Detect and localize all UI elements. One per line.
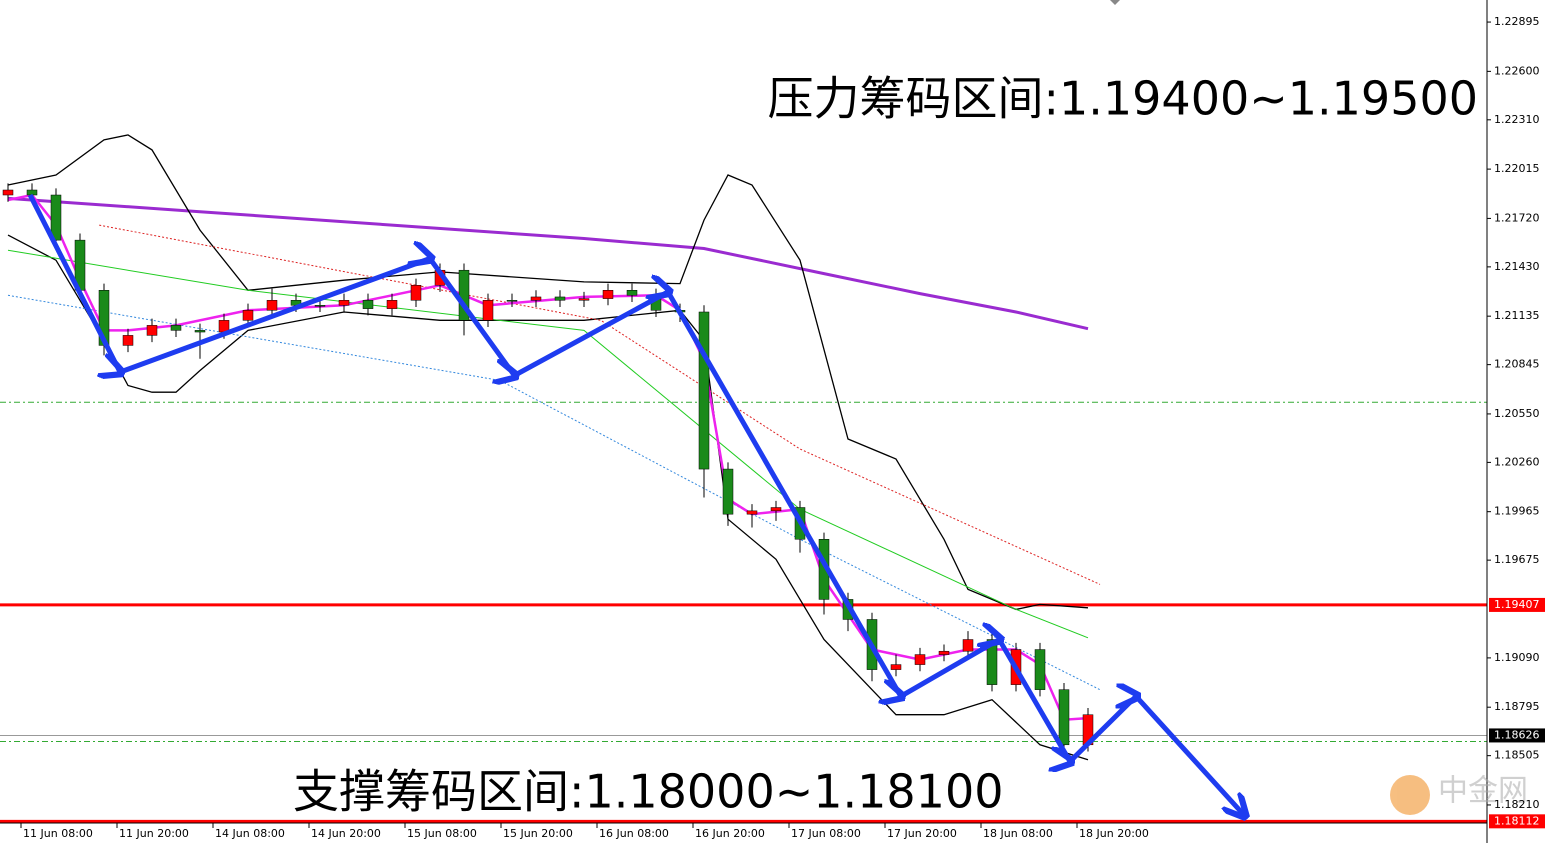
resistance-note: 压力筹码区间:1.19400~1.19500 — [768, 72, 1478, 126]
candle-body — [266, 300, 278, 311]
y-tick-label: 1.19675 — [1494, 553, 1540, 566]
candle-body — [554, 296, 566, 301]
candle-body — [1034, 649, 1046, 690]
candle-body — [890, 664, 902, 670]
x-tick-label: 18 Jun 20:00 — [1079, 827, 1149, 840]
candle-body — [338, 300, 350, 306]
x-tick-label: 17 Jun 08:00 — [791, 827, 861, 840]
y-tick-label: 1.19965 — [1494, 505, 1540, 518]
indicator-line — [7, 193, 1089, 722]
level-label: 1.18112 — [1494, 814, 1540, 827]
y-tick-label: 1.20550 — [1494, 407, 1540, 420]
x-tick-label: 16 Jun 08:00 — [599, 827, 669, 840]
y-tick-label: 1.21430 — [1494, 260, 1540, 273]
candle-body — [386, 300, 398, 309]
x-tick-label: 15 Jun 20:00 — [503, 827, 573, 840]
y-tick-label: 1.21720 — [1494, 211, 1540, 224]
candle-body — [362, 300, 374, 309]
x-tick-label: 14 Jun 08:00 — [215, 827, 285, 840]
support-note: 支撑筹码区间:1.18000~1.18100 — [293, 765, 1003, 819]
y-tick-label: 1.22015 — [1494, 162, 1540, 175]
candle-body — [1058, 689, 1070, 746]
y-tick-label: 1.19090 — [1494, 651, 1540, 664]
candle-body — [698, 311, 710, 470]
candle-body — [962, 639, 974, 652]
trend-arrows — [27, 193, 1244, 815]
x-tick-label: 18 Jun 08:00 — [983, 827, 1053, 840]
candle-body — [602, 290, 614, 299]
x-tick-label: 14 Jun 20:00 — [311, 827, 381, 840]
candle-body — [530, 296, 542, 301]
level-label-box — [1489, 597, 1545, 612]
x-tick-label: 11 Jun 08:00 — [23, 827, 93, 840]
level-label-box — [1489, 814, 1545, 829]
candle-body — [314, 305, 326, 307]
level-label-box — [1489, 728, 1545, 743]
y-tick-label: 1.20845 — [1494, 358, 1540, 371]
candle-body — [722, 468, 734, 515]
indicator-line — [99, 224, 1101, 585]
candle-body — [2, 189, 14, 196]
candle-body — [938, 650, 950, 655]
level-label: 1.19407 — [1494, 598, 1540, 611]
watermark-text: 中金网 — [1438, 774, 1528, 809]
candle-body — [506, 300, 518, 302]
x-tick-label: 17 Jun 20:00 — [887, 827, 957, 840]
watermark: 中金网 — [1390, 774, 1528, 815]
shift-marker — [1110, 0, 1120, 5]
indicator-line — [7, 249, 1089, 639]
candle-body — [50, 194, 62, 241]
y-tick-label: 1.22600 — [1494, 64, 1540, 77]
candle-body — [578, 298, 590, 301]
y-tick-label: 1.18210 — [1494, 798, 1540, 811]
candle-body — [626, 290, 638, 296]
candle-body — [914, 654, 926, 665]
watermark-logo — [1390, 775, 1430, 815]
candle-body — [410, 285, 422, 301]
candle-body — [242, 310, 254, 321]
candle-body — [746, 510, 758, 515]
candle-body — [146, 325, 158, 336]
level-label: 1.18626 — [1494, 728, 1540, 741]
y-tick-label: 1.22310 — [1494, 113, 1540, 126]
candle-body — [770, 507, 782, 512]
y-tick-label: 1.22895 — [1494, 15, 1540, 28]
x-tick-label: 15 Jun 08:00 — [407, 827, 477, 840]
y-tick-label: 1.18795 — [1494, 700, 1540, 713]
indicator-line — [7, 196, 1089, 331]
candle-body — [170, 325, 182, 331]
candle-body — [122, 335, 134, 346]
candle-body — [194, 330, 206, 333]
y-tick-label: 1.20260 — [1494, 455, 1540, 468]
candle-body — [482, 300, 494, 321]
indicator-line — [7, 134, 1089, 611]
y-tick-label: 1.21135 — [1494, 309, 1540, 322]
x-tick-label: 11 Jun 20:00 — [119, 827, 189, 840]
plot-area — [0, 134, 1487, 821]
y-tick-label: 1.18505 — [1494, 749, 1540, 762]
x-tick-label: 16 Jun 20:00 — [695, 827, 765, 840]
